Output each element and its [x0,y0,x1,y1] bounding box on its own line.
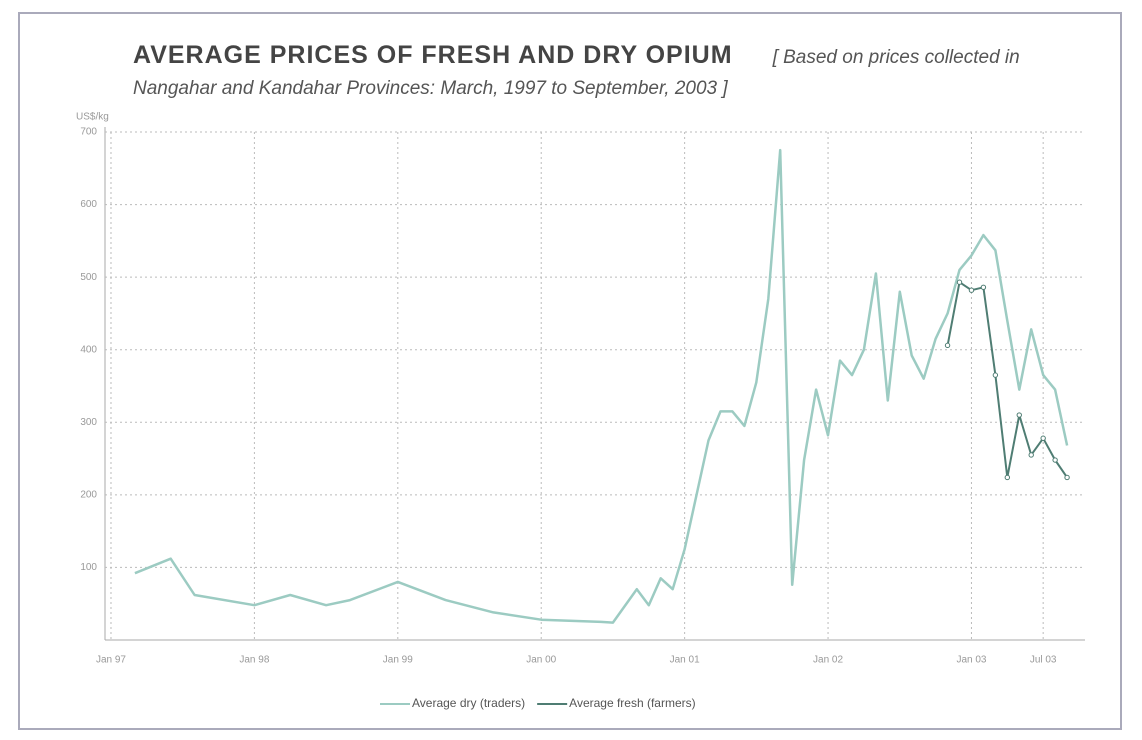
chart-subtitle: [ Based on prices collected in Nangahar … [133,47,1020,99]
point [1064,474,1070,481]
y-tick-label: 500 [80,272,97,283]
point [968,287,975,293]
y-tick-label: 400 [80,344,97,355]
x-tick-label: Jan 02 [813,655,843,666]
legend-label: Average dry (traders) [412,696,525,710]
point [944,342,951,349]
header: AVERAGE PRICES OF FRESH AND DRY OPIUM[ B… [133,40,1073,105]
x-tick-label: Jan 97 [96,655,126,666]
chart-title: AVERAGE PRICES OF FRESH AND DRY OPIUM [133,41,733,69]
x-tick-label: Jan 00 [526,655,556,666]
y-tick-label: 100 [80,562,97,573]
y-axis-label: US$/kg [76,112,109,123]
y-tick-label: 300 [80,417,97,428]
y-tick-label: 600 [80,199,97,210]
frame [18,12,1122,730]
legend-label: Average fresh (farmers) [569,696,696,710]
series-line [134,148,1069,624]
y-tick-label: 200 [80,489,97,500]
x-tick-label: Jan 03 [956,655,986,666]
x-tick-label: Jan 98 [239,655,269,666]
legend: Average dry (traders) Average fresh (farm… [380,696,696,710]
point [1052,457,1058,463]
x-tick-label: Jul 03 [1030,655,1057,666]
point [1016,412,1022,418]
series-line [946,281,1068,479]
point [992,372,999,378]
point [1040,435,1046,441]
y-tick-label: 700 [80,127,97,138]
point [1028,452,1034,458]
point [980,284,987,291]
point [1004,474,1011,481]
x-tick-label: Jan 99 [383,655,413,666]
x-tick-label: Jan 01 [670,655,700,666]
point [956,279,963,285]
